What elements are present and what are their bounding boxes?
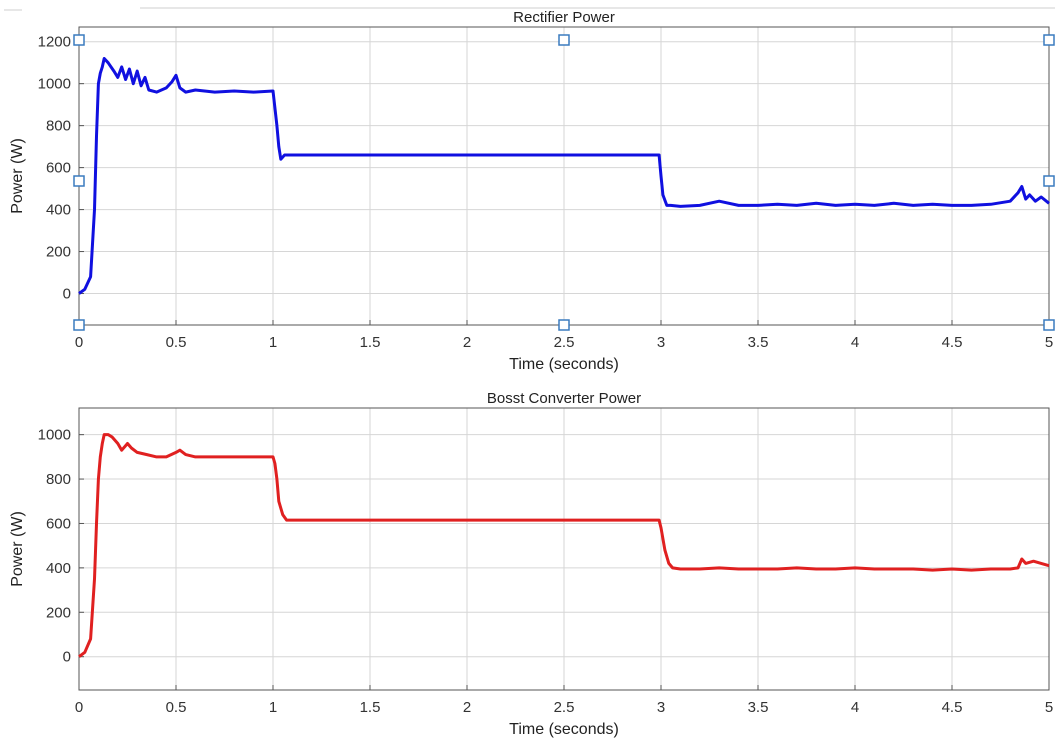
selection-handle[interactable]	[558, 34, 570, 46]
rectifier-x-tick-label: 0.5	[166, 334, 187, 351]
rectifier-y-tick-label: 600	[46, 160, 71, 177]
rectifier-y-axis-label: Power (W)	[9, 138, 26, 214]
boost-x-tick-label: 3.5	[748, 699, 769, 716]
boost-y-tick-label: 0	[63, 649, 71, 666]
rectifier-x-tick-label: 5	[1045, 334, 1053, 351]
rectifier-x-tick-label: 3	[657, 334, 665, 351]
rectifier-x-tick-label: 0	[75, 334, 83, 351]
rectifier-x-axis-label: Time (seconds)	[509, 356, 619, 373]
boost-y-tick-label: 200	[46, 604, 71, 621]
rectifier-y-tick-label: 200	[46, 244, 71, 261]
rectifier-x-tick-label: 1	[269, 334, 277, 351]
boost-x-tick-label: 4	[851, 699, 859, 716]
selection-handles[interactable]	[73, 34, 1055, 331]
boost-x-tick-label: 1	[269, 699, 277, 716]
rectifier-y-tick-label: 400	[46, 202, 71, 219]
rectifier-y-tick-label: 800	[46, 118, 71, 135]
rectifier-x-tick-label: 4.5	[942, 334, 963, 351]
rectifier-y-tick-label: 1200	[38, 34, 71, 51]
selection-handle[interactable]	[73, 319, 85, 331]
boost-converter-power-plot: 0 0.5 1 1.5 2 2.5 3 3.5 4 4.5 5 0 200 400 600 800 1000 B…	[9, 390, 1053, 738]
rectifier-x-tick-label: 2.5	[554, 334, 575, 351]
rectifier-x-tick-label: 3.5	[748, 334, 769, 351]
boost-x-tick-label: 0.5	[166, 699, 187, 716]
rectifier-chart-title: Rectifier Power	[513, 9, 615, 26]
boost-y-tick-label: 1000	[38, 427, 71, 444]
boost-x-tick-label: 5	[1045, 699, 1053, 716]
rectifier-grid	[78, 27, 1050, 325]
selection-handle[interactable]	[73, 175, 85, 187]
rectifier-x-tick-label: 1.5	[360, 334, 381, 351]
boost-ticks: 0 0.5 1 1.5 2 2.5 3 3.5 4 4.5 5 0 200 400 600 800 1000	[38, 427, 1054, 716]
selection-handle[interactable]	[1043, 175, 1055, 187]
boost-chart-title: Bosst Converter Power	[487, 390, 641, 407]
boost-y-tick-label: 600	[46, 515, 71, 532]
boost-x-tick-label: 4.5	[942, 699, 963, 716]
selection-handle[interactable]	[1043, 319, 1055, 331]
boost-grid	[78, 408, 1050, 690]
boost-x-tick-label: 2	[463, 699, 471, 716]
boost-y-axis-label: Power (W)	[9, 511, 26, 587]
selection-handle[interactable]	[73, 34, 85, 46]
rectifier-ticks: 0 0.5 1 1.5 2 2.5 3 3.5 4 4.5 5 0 200 400 600 800 1000 12…	[38, 34, 1054, 351]
rectifier-y-tick-label: 0	[63, 286, 71, 303]
boost-x-tick-label: 3	[657, 699, 665, 716]
boost-converter-power-line	[78, 433, 1050, 658]
boost-y-tick-label: 400	[46, 560, 71, 577]
rectifier-x-tick-label: 4	[851, 334, 859, 351]
boost-x-axis-label: Time (seconds)	[509, 721, 619, 738]
rectifier-y-tick-label: 1000	[38, 76, 71, 93]
boost-y-tick-label: 800	[46, 471, 71, 488]
boost-x-tick-label: 0	[75, 699, 83, 716]
rectifier-power-line	[78, 57, 1050, 295]
selection-handle[interactable]	[558, 319, 570, 331]
boost-x-tick-label: 1.5	[360, 699, 381, 716]
rectifier-power-plot: 0 0.5 1 1.5 2 2.5 3 3.5 4 4.5 5 0 200 400 600 800 1000 12…	[9, 9, 1055, 373]
boost-x-tick-label: 2.5	[554, 699, 575, 716]
rectifier-x-tick-label: 2	[463, 334, 471, 351]
selection-handle[interactable]	[1043, 34, 1055, 46]
